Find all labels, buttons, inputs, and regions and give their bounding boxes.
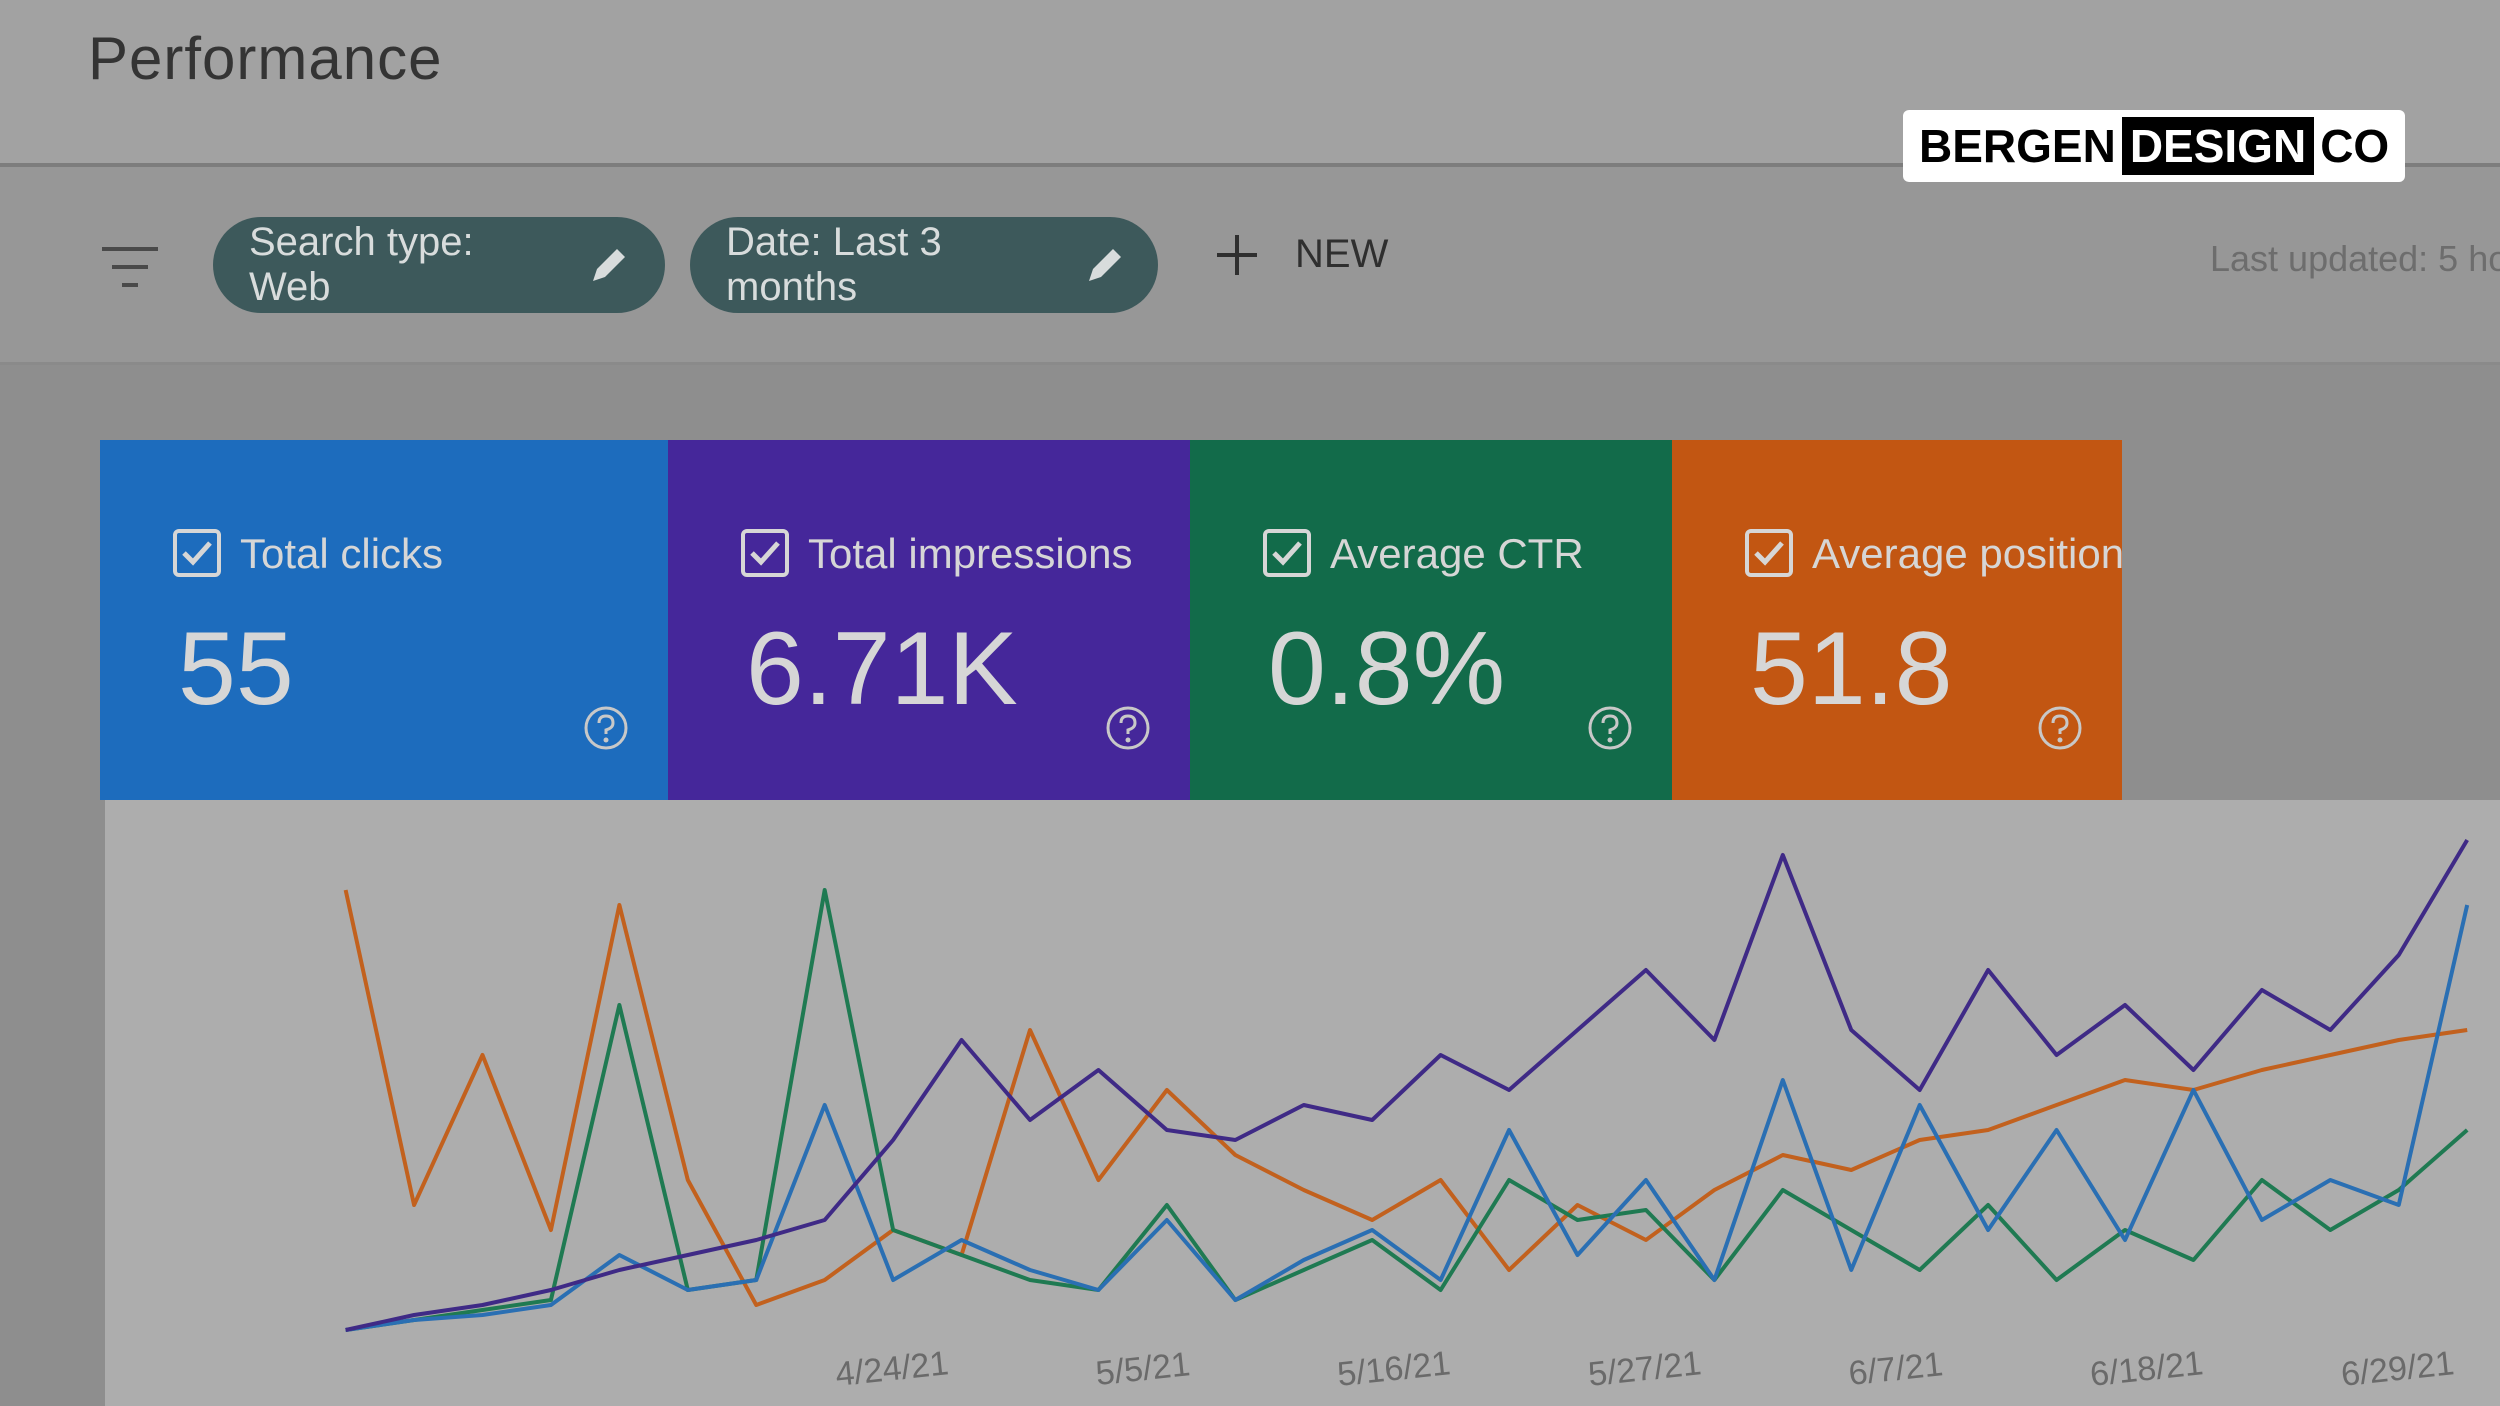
edit-icon xyxy=(593,249,626,281)
plus-icon xyxy=(1217,234,1257,275)
x-tick-label: 5/27/21 xyxy=(1586,1344,1703,1394)
series-line xyxy=(345,888,2469,1332)
help-icon[interactable] xyxy=(2036,704,2084,752)
metric-card[interactable]: Total impressions 6.71K xyxy=(668,440,1190,800)
x-tick-label: 5/5/21 xyxy=(1094,1345,1192,1393)
metric-label: Total impressions xyxy=(808,530,1133,577)
metric-value: 0.8% xyxy=(1268,611,1506,727)
chip-label: Search type: Web xyxy=(249,220,474,309)
metric-card[interactable]: Average CTR 0.8% xyxy=(1190,440,1672,800)
logo-text: DESIGN xyxy=(2121,117,2315,175)
filter-chip[interactable]: Date: Last 3 months xyxy=(690,217,1158,313)
series-line xyxy=(345,838,2469,1332)
checkbox[interactable] xyxy=(740,528,790,578)
series-line xyxy=(343,889,2468,1307)
metric-value: 55 xyxy=(178,611,294,727)
header: Performance xyxy=(0,0,2500,167)
checkbox[interactable] xyxy=(1262,528,1312,578)
x-tick-label: 6/18/21 xyxy=(2088,1344,2205,1394)
edit-icon xyxy=(1088,249,1121,281)
x-tick-label: 6/29/21 xyxy=(2339,1344,2456,1394)
checkbox[interactable] xyxy=(172,528,222,578)
metric-cards: Total clicks 55 Total impressions 6.71K Aver… xyxy=(100,440,2125,800)
logo-text: CO xyxy=(2320,120,2390,172)
checkbox[interactable] xyxy=(1744,528,1794,578)
x-tick-label: 5/16/21 xyxy=(1335,1344,1452,1394)
metric-label: Average position xyxy=(1812,530,2125,577)
help-icon[interactable] xyxy=(1104,704,1152,752)
chart-panel: 4/24/21 5/5/21 5/16/21 5/27/21 6/7/21 6/18/21… xyxy=(105,800,2500,1406)
logo-text: BERGEN xyxy=(1919,120,2116,172)
metric-value: 51.8 xyxy=(1750,611,1953,727)
metric-value: 6.71K xyxy=(746,611,1018,727)
new-filter-button[interactable]: NEW xyxy=(1215,232,1388,277)
x-tick-label: 4/24/21 xyxy=(834,1344,951,1394)
metric-card[interactable]: Average position 51.8 xyxy=(1672,440,2125,800)
metric-label: Average CTR xyxy=(1330,530,1584,577)
help-icon[interactable] xyxy=(582,704,630,752)
filter-icon[interactable] xyxy=(100,245,160,289)
last-updated: Last updated: 5 ho xyxy=(2210,238,2500,279)
help-icon[interactable] xyxy=(1586,704,1634,752)
series-line xyxy=(345,904,2470,1332)
page-title: Performance xyxy=(88,25,443,92)
chip-label: Date: Last 3 months xyxy=(726,220,942,309)
metric-card[interactable]: Total clicks 55 xyxy=(100,440,668,800)
metric-label: Total clicks xyxy=(240,530,444,577)
filter-chip[interactable]: Search type: Web xyxy=(213,217,665,313)
new-label: NEW xyxy=(1295,232,1389,276)
x-tick-label: 6/7/21 xyxy=(1847,1345,1945,1393)
chart: 4/24/21 5/5/21 5/16/21 5/27/21 6/7/21 6/18/21… xyxy=(343,838,2470,1394)
logo: BERGEN DESIGN CO xyxy=(1903,110,2406,182)
